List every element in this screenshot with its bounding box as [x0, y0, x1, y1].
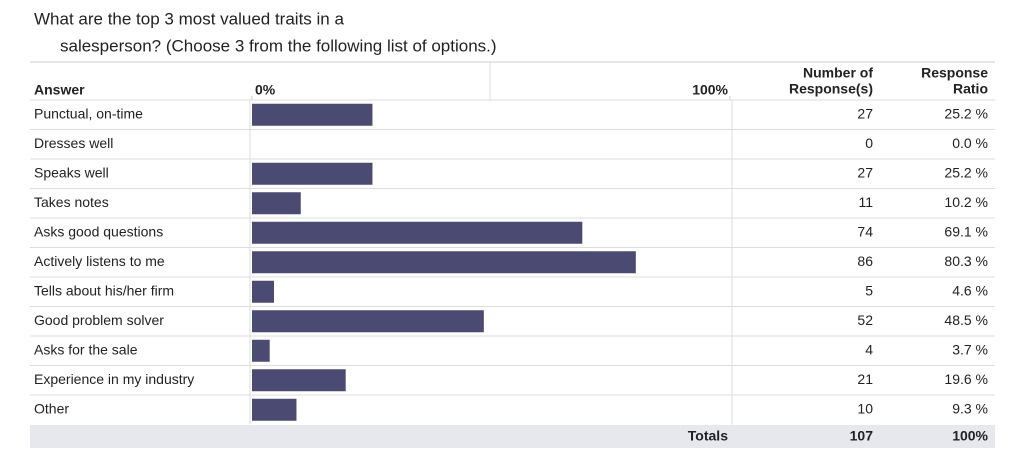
- title-line: salesperson? (Choose 3 from the followin…: [60, 36, 497, 55]
- response-count: 27: [857, 164, 873, 180]
- bar: [252, 310, 484, 333]
- answer-label: Actively listens to me: [34, 253, 165, 269]
- response-ratio: 48.5 %: [944, 312, 988, 328]
- bar: [252, 251, 636, 274]
- response-ratio: 10.2 %: [944, 194, 988, 210]
- bar: [252, 398, 297, 421]
- response-count: 0: [865, 135, 873, 151]
- response-count: 5: [865, 282, 873, 298]
- answer-label: Dresses well: [34, 135, 113, 151]
- answer-label: Experience in my industry: [34, 371, 194, 387]
- response-count: 27: [857, 105, 873, 121]
- response-ratio: 0.0 %: [952, 135, 988, 151]
- response-count: 4: [865, 341, 873, 357]
- response-count: 86: [857, 253, 873, 269]
- bar: [252, 103, 373, 126]
- column-header: Ratio: [953, 81, 988, 97]
- bar: [252, 339, 270, 362]
- answer-label: Good problem solver: [34, 312, 164, 328]
- response-ratio: 9.3 %: [952, 400, 988, 416]
- totals-label: Totals: [688, 428, 728, 444]
- answer-label: Other: [34, 400, 69, 416]
- response-ratio: 4.6 %: [952, 282, 988, 298]
- response-ratio: 25.2 %: [944, 105, 988, 121]
- response-ratio: 3.7 %: [952, 341, 988, 357]
- answer-label: Speaks well: [34, 164, 109, 180]
- totals-row: [30, 425, 995, 448]
- answer-label: Takes notes: [34, 194, 109, 210]
- bar: [252, 369, 346, 392]
- response-count: 21: [857, 371, 873, 387]
- response-ratio: 69.1 %: [944, 223, 988, 239]
- bar: [252, 162, 373, 185]
- totals-ratio: 100%: [952, 428, 988, 444]
- bar: [252, 280, 274, 303]
- totals-responses: 107: [850, 428, 874, 444]
- title-line: What are the top 3 most valued traits in…: [34, 9, 344, 28]
- response-count: 52: [857, 312, 873, 328]
- answer-label: Tells about his/her firm: [34, 282, 174, 298]
- response-ratio: 19.6 %: [944, 371, 988, 387]
- response-count: 74: [857, 223, 873, 239]
- response-ratio: 80.3 %: [944, 253, 988, 269]
- response-count: 11: [858, 194, 873, 210]
- x-tick-label: 0%: [255, 82, 276, 98]
- column-header: Response: [921, 65, 988, 81]
- column-header: Number of: [803, 65, 873, 81]
- answer-label: Punctual, on-time: [34, 105, 143, 121]
- bar: [252, 192, 301, 215]
- column-header: Response(s): [789, 81, 873, 97]
- column-header: Answer: [34, 82, 85, 98]
- bar: [252, 221, 583, 244]
- response-ratio: 25.2 %: [944, 164, 988, 180]
- response-count: 10: [857, 400, 873, 416]
- answer-label: Asks good questions: [34, 223, 163, 239]
- answer-label: Asks for the sale: [34, 341, 138, 357]
- x-tick-label: 100%: [692, 82, 728, 98]
